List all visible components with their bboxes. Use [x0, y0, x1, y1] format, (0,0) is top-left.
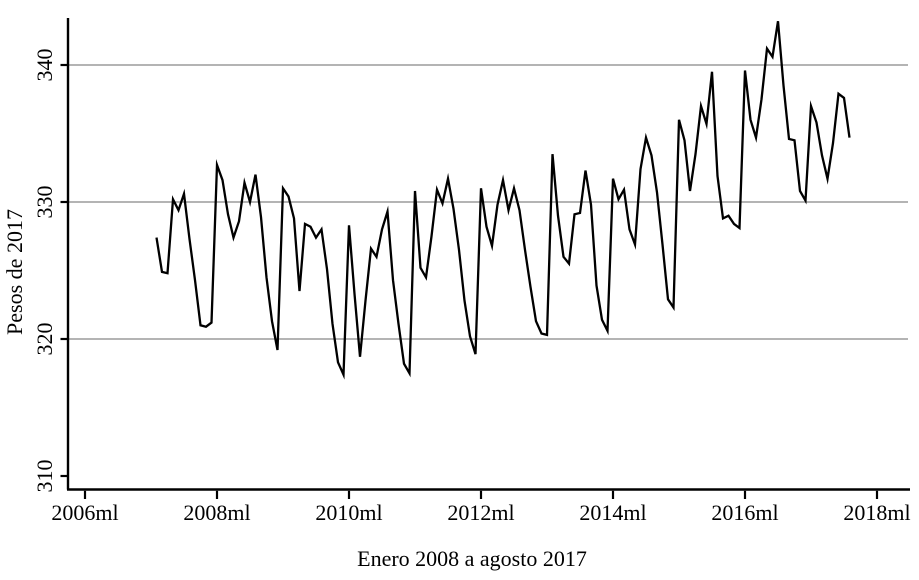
x-tick-label-2006: 2006ml: [51, 500, 118, 525]
x-tick-label-2018: 2018ml: [843, 500, 910, 525]
axes: [66, 18, 910, 491]
x-tick-label-2012: 2012ml: [447, 500, 514, 525]
gridlines: [69, 64, 908, 340]
series-polyline: [155, 21, 851, 380]
y-tick-label-340: 340: [32, 49, 57, 82]
x-tick-label-2008: 2008ml: [183, 500, 250, 525]
x-tick-label-2016: 2016ml: [711, 500, 778, 525]
x-axis-title: Enero 2008 a agosto 2017: [357, 546, 587, 571]
x-tick-label-2014: 2014ml: [579, 500, 646, 525]
y-tick-label-330: 330: [32, 186, 57, 219]
tick-marks: [60, 63, 879, 499]
x-axis-tick-labels: 2006ml 2008ml 2010ml 2012ml 2014ml 2016m…: [51, 500, 910, 525]
y-axis-title: Pesos de 2017: [2, 209, 27, 335]
y-axis-tick-labels: 340 330 320 310: [32, 49, 57, 493]
x-tick-label-2010: 2010ml: [315, 500, 382, 525]
price-series-line: [155, 21, 851, 380]
y-tick-label-320: 320: [32, 323, 57, 356]
y-tick-label-310: 310: [32, 460, 57, 493]
